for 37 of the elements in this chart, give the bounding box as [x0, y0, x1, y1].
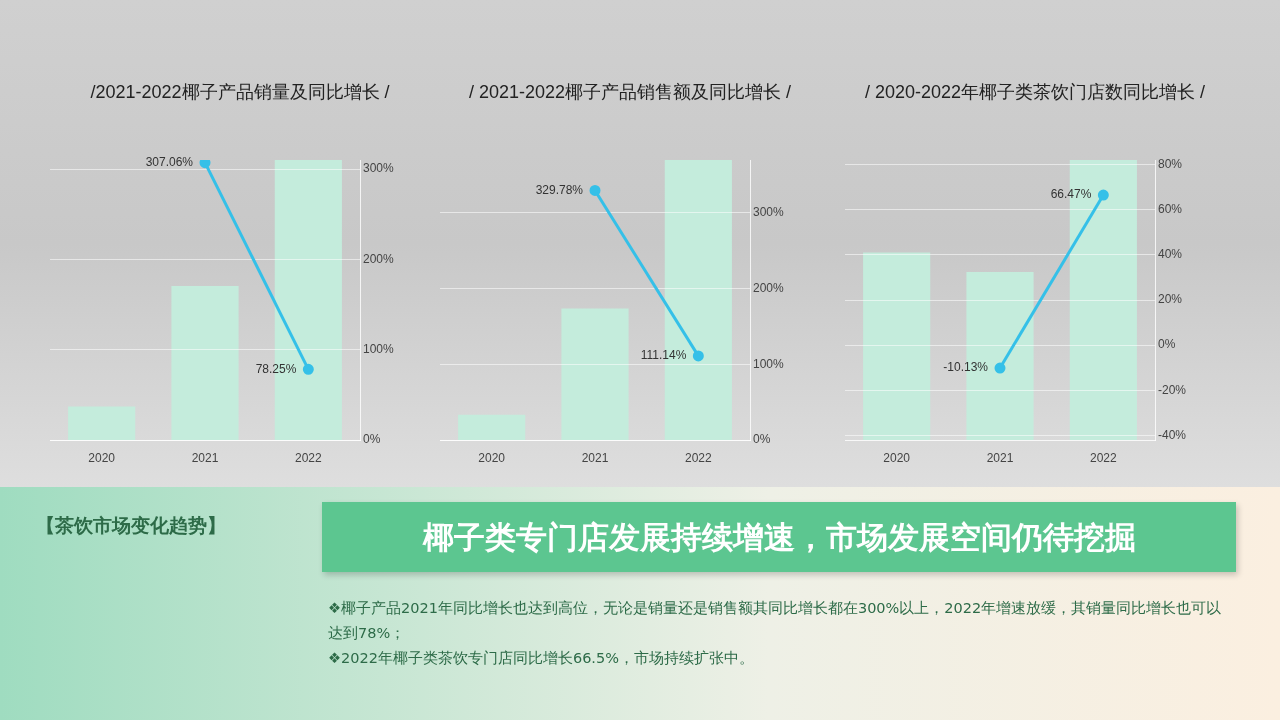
y-tick-label: 0% — [753, 432, 771, 447]
data-label: 78.25% — [255, 361, 297, 376]
y-tick-label: 60% — [1158, 201, 1183, 216]
data-label: 329.78% — [535, 182, 584, 197]
y-tick-label: -40% — [1158, 427, 1187, 442]
data-label: 111.14% — [640, 348, 687, 363]
y-tick-label: 20% — [1158, 292, 1183, 307]
x-tick-label: 2020 — [88, 450, 116, 465]
x-tick-label: 2022 — [684, 450, 712, 465]
text: 【茶饮市场变化趋势】 — [36, 513, 226, 538]
y-tick-label: 100% — [753, 356, 785, 371]
y-tick-label: 300% — [753, 205, 785, 220]
chart-title: /2021-2022椰子产品销量及同比增长 / — [89, 81, 391, 104]
data-label: -10.13% — [943, 360, 989, 375]
y-tick-label: 80% — [1158, 156, 1183, 171]
y-tick-label: 0% — [1158, 337, 1176, 352]
y-tick-label: 200% — [753, 280, 785, 295]
x-tick-label: 2022 — [1089, 450, 1117, 465]
chart-title: / 2021-2022椰子产品销售额及同比增长 / — [467, 81, 793, 104]
text: ❖2022年椰子类茶饮专门店同比增长66.5%，市场持续扩张中。 — [328, 649, 755, 668]
text: 椰子类专门店发展持续增速，市场发展空间仍待挖掘 — [322, 502, 1236, 572]
x-tick-label: 2021 — [191, 450, 219, 465]
x-tick-label: 2020 — [883, 450, 911, 465]
x-tick-label: 2021 — [986, 450, 1014, 465]
x-tick-label: 2022 — [294, 450, 322, 465]
y-tick-label: 0% — [363, 432, 381, 447]
chart-title: / 2020-2022年椰子类茶饮门店数同比增长 / — [863, 81, 1207, 104]
y-tick-label: 200% — [363, 251, 395, 266]
y-tick-label: -20% — [1158, 382, 1187, 397]
y-tick-label: 100% — [363, 341, 395, 356]
y-tick-label: 40% — [1158, 247, 1183, 262]
text: ❖椰子产品2021年同比增长也达到高位，无论是销量还是销售额其同比增长都在300%以上，2022年增速放缓，其销量同比增长也可以达到78%； — [328, 599, 1223, 643]
data-label: 66.47% — [1050, 187, 1092, 202]
y-tick-label: 300% — [363, 161, 395, 176]
data-label: 307.06% — [145, 154, 194, 169]
x-tick-label: 2020 — [478, 450, 506, 465]
x-tick-label: 2021 — [581, 450, 609, 465]
